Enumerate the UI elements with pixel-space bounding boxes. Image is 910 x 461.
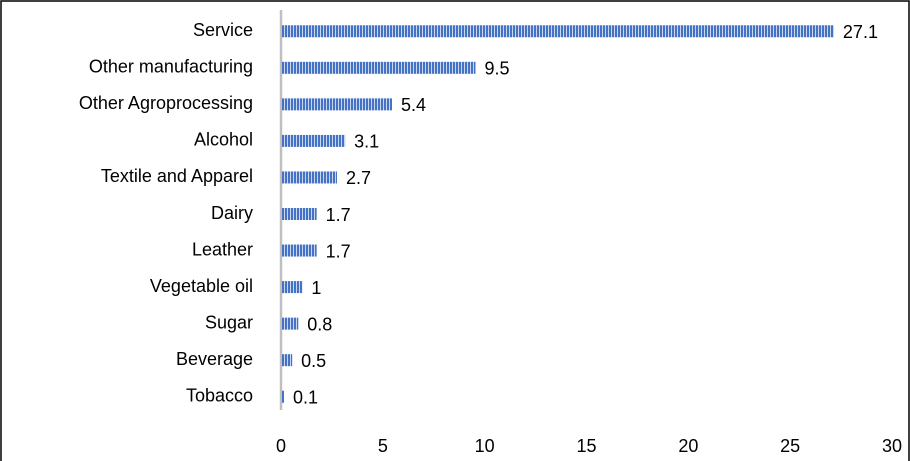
bar xyxy=(282,317,299,330)
x-tick-label: 15 xyxy=(576,436,596,456)
y-tick-label: Beverage xyxy=(176,349,253,369)
data-label: 1.7 xyxy=(326,205,351,225)
y-tick-label: Sugar xyxy=(205,312,253,332)
bar xyxy=(282,390,285,403)
y-tick-label: Leather xyxy=(192,239,253,259)
x-tick-label: 25 xyxy=(780,436,800,456)
data-label: 0.5 xyxy=(301,351,326,371)
y-tick-label: Alcohol xyxy=(194,130,253,150)
data-label: 0.1 xyxy=(293,387,318,407)
bar xyxy=(282,281,303,294)
data-label: 1 xyxy=(311,278,321,298)
y-tick-label: Other Agroprocessing xyxy=(79,93,253,113)
x-tick-label: 30 xyxy=(882,436,902,456)
x-tick-label: 20 xyxy=(678,436,698,456)
bar xyxy=(282,98,392,111)
x-tick-label: 5 xyxy=(378,436,388,456)
bar xyxy=(282,171,337,184)
y-tick-label: Other manufacturing xyxy=(89,57,253,77)
data-label: 1.7 xyxy=(326,241,351,261)
y-tick-label: Vegetable oil xyxy=(150,276,253,296)
bar xyxy=(282,244,317,257)
data-label: 27.1 xyxy=(843,22,878,42)
x-tick-label: 10 xyxy=(475,436,495,456)
bar xyxy=(282,25,834,38)
x-tick-label: 0 xyxy=(276,436,286,456)
bar xyxy=(282,61,476,74)
y-tick-label: Service xyxy=(193,20,253,40)
data-label: 5.4 xyxy=(401,95,426,115)
y-tick-label: Dairy xyxy=(211,203,253,223)
data-label: 0.8 xyxy=(307,314,332,334)
data-label: 3.1 xyxy=(354,132,379,152)
data-label: 2.7 xyxy=(346,168,371,188)
bar xyxy=(282,354,293,367)
bar xyxy=(282,208,317,220)
y-tick-label: Tobacco xyxy=(186,385,253,405)
y-tick-label: Textile and Apparel xyxy=(101,166,253,186)
data-label: 9.5 xyxy=(484,59,509,79)
bar xyxy=(282,134,346,147)
